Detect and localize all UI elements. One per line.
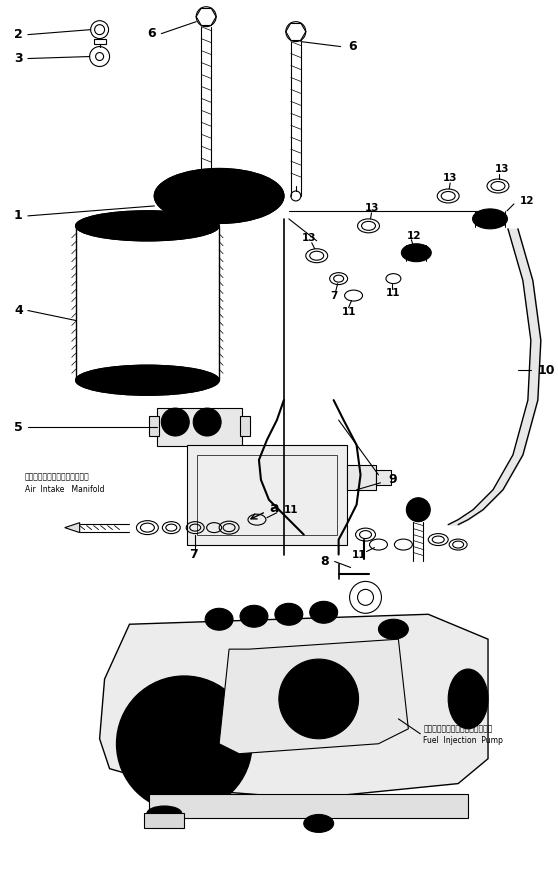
Ellipse shape — [76, 211, 219, 240]
Ellipse shape — [448, 669, 488, 729]
Text: フュエルインジェクションポンプ: フュエルインジェクションポンプ — [424, 725, 493, 733]
Bar — [145, 814, 184, 828]
Polygon shape — [219, 639, 408, 753]
Circle shape — [279, 659, 359, 739]
Text: 12: 12 — [520, 196, 535, 206]
Circle shape — [117, 676, 252, 812]
Ellipse shape — [205, 608, 233, 631]
Ellipse shape — [304, 814, 334, 833]
Polygon shape — [65, 523, 80, 532]
Text: 10: 10 — [538, 364, 555, 377]
Bar — [150, 416, 160, 436]
Bar — [157, 408, 242, 446]
Ellipse shape — [155, 169, 284, 223]
Ellipse shape — [147, 806, 182, 821]
Text: 13: 13 — [443, 173, 458, 183]
Bar — [197, 455, 336, 535]
Bar — [150, 793, 468, 819]
Text: 11: 11 — [341, 307, 356, 316]
Text: 5: 5 — [14, 421, 23, 434]
Text: Air  Intake   Manifold: Air Intake Manifold — [25, 485, 104, 494]
Text: 7: 7 — [189, 548, 198, 561]
Text: a: a — [147, 750, 157, 764]
Ellipse shape — [473, 209, 507, 229]
Text: 2: 2 — [14, 28, 23, 41]
Text: 1: 1 — [14, 209, 23, 222]
Ellipse shape — [275, 604, 303, 625]
Text: 12: 12 — [406, 231, 421, 240]
Text: 6: 6 — [349, 40, 357, 53]
Text: 11: 11 — [284, 504, 299, 515]
Text: 3: 3 — [14, 52, 22, 65]
Text: Fuel  Injection  Pump: Fuel Injection Pump — [424, 736, 503, 746]
Text: a: a — [269, 501, 278, 515]
Circle shape — [193, 408, 221, 436]
Ellipse shape — [378, 619, 408, 639]
Text: 9: 9 — [388, 473, 397, 486]
Text: 13: 13 — [495, 164, 509, 174]
Ellipse shape — [240, 605, 268, 627]
Text: 7: 7 — [331, 291, 338, 300]
Circle shape — [406, 497, 430, 522]
Bar — [377, 469, 391, 485]
Text: 11: 11 — [386, 287, 400, 298]
Polygon shape — [99, 614, 488, 799]
Text: 13: 13 — [364, 203, 379, 213]
Text: エアーインテークマニホールド: エアーインテークマニホールド — [25, 472, 90, 482]
Text: 11: 11 — [352, 550, 366, 559]
Bar — [94, 38, 105, 44]
Text: 8: 8 — [321, 555, 329, 568]
Text: 6: 6 — [147, 27, 156, 40]
Circle shape — [161, 408, 189, 436]
Bar — [347, 465, 377, 490]
Ellipse shape — [401, 244, 431, 261]
Ellipse shape — [76, 365, 219, 395]
Bar — [187, 445, 347, 544]
Text: 4: 4 — [14, 304, 23, 317]
Ellipse shape — [310, 601, 338, 624]
Text: 13: 13 — [302, 233, 316, 243]
Bar — [240, 416, 250, 436]
